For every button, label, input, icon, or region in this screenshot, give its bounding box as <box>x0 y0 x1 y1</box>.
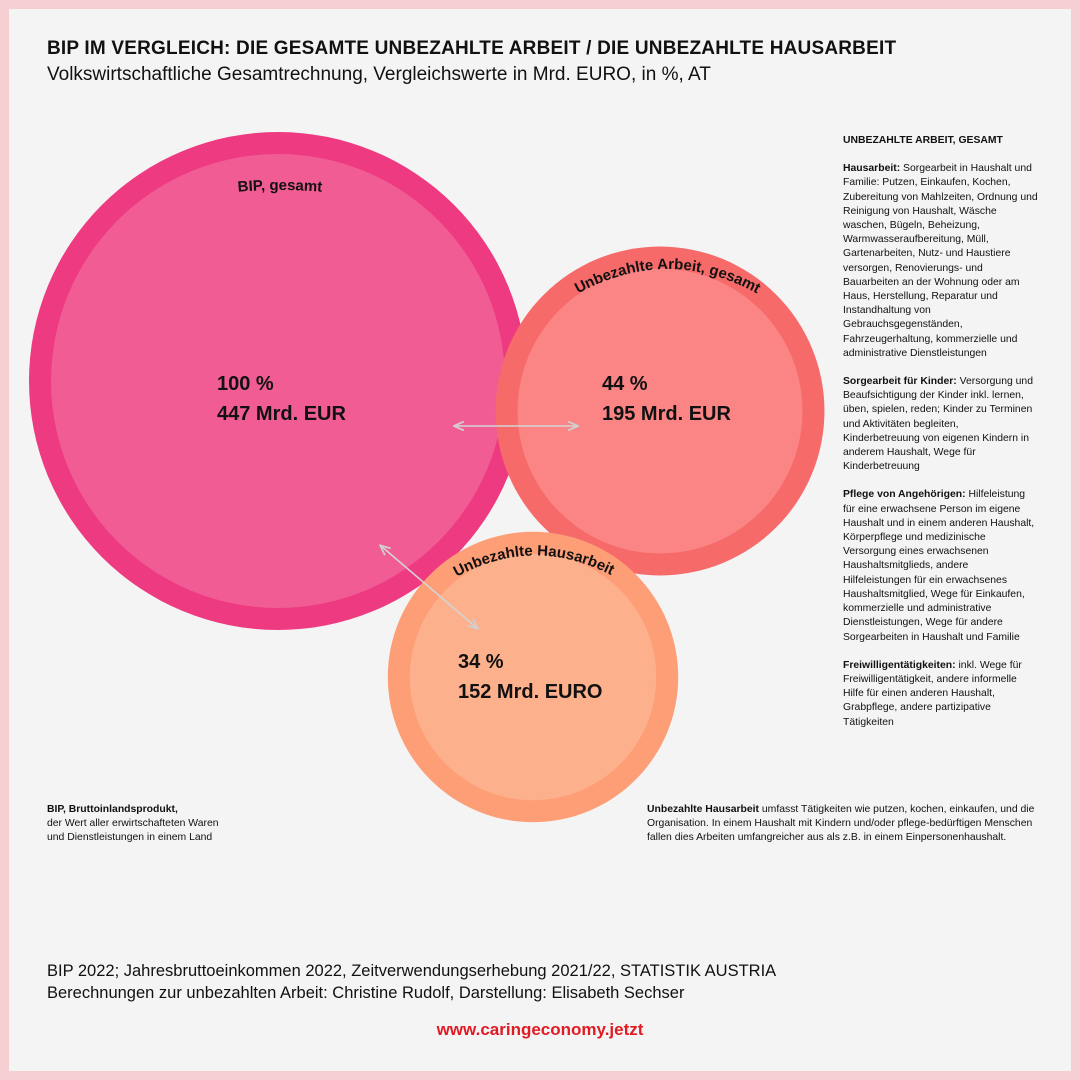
definition-item: Hausarbeit: Sorgearbeit in Haushalt und … <box>843 162 1038 361</box>
definition-text: Hilfeleistung für eine erwachsene Person… <box>843 489 1035 643</box>
website-link[interactable]: www.caringeconomy.jetzt <box>436 1020 644 1039</box>
bubble-inner-1 <box>517 268 803 554</box>
bubble-name-label: BIP, gesamt <box>237 177 323 196</box>
definition-text: Sorgearbeit in Haushalt und Familie: Put… <box>843 163 1038 359</box>
note-hausarbeit: Unbezahlte Hausarbeit umfasst Tätigkeite… <box>647 803 1047 846</box>
definition-term: Pflege von Angehörigen: <box>843 489 966 501</box>
definition-term: Hausarbeit: <box>843 163 901 175</box>
note-bip: BIP, Bruttoinlandsprodukt, der Wert alle… <box>47 803 237 846</box>
source-line-2: Berechnungen zur unbezahlten Arbeit: Chr… <box>47 984 685 1002</box>
definition-term: Freiwilligentätigkeiten: <box>843 659 956 671</box>
note-hausarbeit-term: Unbezahlte Hausarbeit <box>647 804 760 815</box>
note-bip-text: der Wert aller erwirtschafteten Waren un… <box>47 818 219 844</box>
connector-arrow-bip-hausarbeit <box>381 546 477 628</box>
definition-item: Freiwilligentätigkeiten: inkl. Wege für … <box>843 659 1038 730</box>
bubble-percent-label: 34 % <box>458 651 504 673</box>
note-hausarbeit-text: umfasst Tätigkeiten wie putzen, kochen, … <box>647 804 1035 844</box>
chart-title: BIP IM VERGLEICH: DIE GESAMTE UNBEZAHLTE… <box>47 38 897 59</box>
bubble-value-label: 447 Mrd. EUR <box>217 403 346 425</box>
note-bip-term: BIP, Bruttoinlandsprodukt, <box>47 804 178 815</box>
bubble-inner-0 <box>51 154 505 608</box>
chart-subtitle: Volkswirtschaftliche Gesamtrechnung, Ver… <box>47 64 711 85</box>
bubble-inner-2 <box>409 553 657 801</box>
definition-text: inkl. Wege für Freiwilligentätigkeit, an… <box>843 659 1022 728</box>
definition-item: Sorgearbeit für Kinder: Versorgung und B… <box>843 375 1038 474</box>
source-line-1: BIP 2022; Jahresbruttoeinkommen 2022, Ze… <box>47 962 777 980</box>
bubble-value-label: 152 Mrd. EURO <box>458 681 602 703</box>
bubble-percent-label: 44 % <box>602 373 648 395</box>
bubble-value-label: 195 Mrd. EUR <box>602 403 731 425</box>
bubble-percent-label: 100 % <box>217 373 274 395</box>
source-note: BIP 2022; Jahresbruttoeinkommen 2022, Ze… <box>47 960 1047 1004</box>
definition-text: Versorgung und Beaufsichtigung der Kinde… <box>843 376 1033 473</box>
definitions-heading: UNBEZAHLTE ARBEIT, GESAMT <box>843 135 1003 146</box>
definition-term: Sorgearbeit für Kinder: <box>843 376 957 388</box>
definition-item: Pflege von Angehörigen: Hilfeleistung fü… <box>843 488 1038 644</box>
definitions-panel: UNBEZAHLTE ARBEIT, GESAMT Hausarbeit: So… <box>843 134 1038 744</box>
